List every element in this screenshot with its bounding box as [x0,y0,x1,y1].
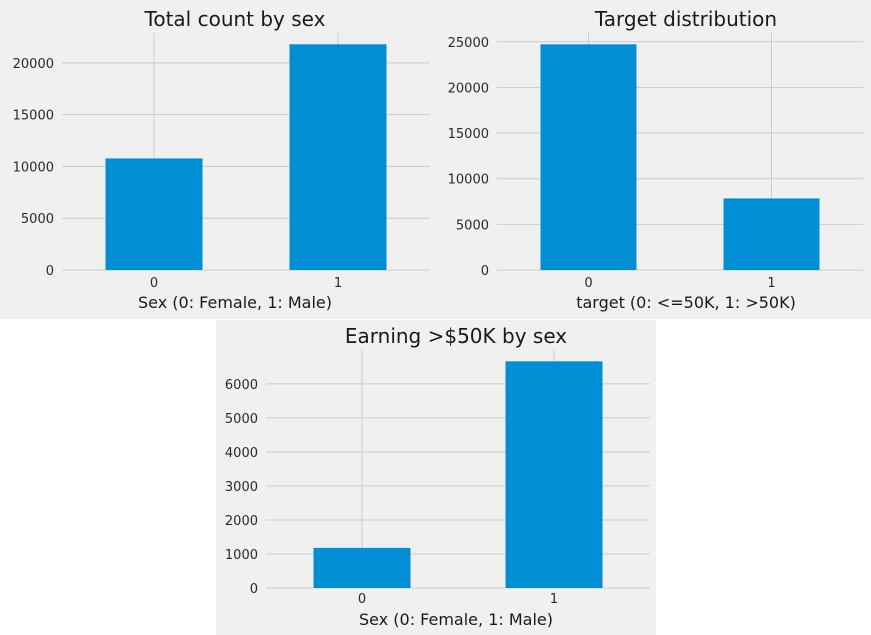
y-tick-label: 20000 [13,57,54,72]
bar-0 [105,158,203,270]
x-axis-label: Sex (0: Female, 1: Male) [138,293,332,312]
y-tick-label: 5000 [21,212,54,227]
y-tick-label: 10000 [448,173,489,188]
y-tick-label: 4000 [225,446,258,461]
y-tick-label: 25000 [448,36,489,51]
chart-title: Total count by sex [144,7,326,31]
x-tick-label: 1 [334,276,342,291]
y-tick-label: 10000 [13,160,54,175]
chart-panel-total-count-by-sex: 0 5000 10000 15000 20000 0 1 Total count by sex… [0,0,436,319]
y-tick-label: 0 [46,264,54,279]
y-tick-label: 5000 [456,218,489,233]
x-axis-label: Sex (0: Female, 1: Male) [359,610,553,629]
chart-target-distribution: 0 5000 10000 15000 20000 25000 0 1 Target distri… [448,7,863,312]
y-tick-label: 5000 [225,412,258,427]
chart-panel-earning-by-sex: 0 1000 2000 3000 4000 5000 6000 0 1 Earning >$50K… [216,320,656,635]
y-tick-label: 0 [481,264,489,279]
bar-1 [289,44,387,270]
x-tick-label: 0 [584,276,592,291]
bar-1 [723,198,820,270]
y-tick-label: 20000 [448,81,489,96]
x-tick-label: 0 [150,276,158,291]
chart-total-count-by-sex: 0 5000 10000 15000 20000 0 1 Total count by sex… [13,7,430,312]
chart-earning-by-sex: 0 1000 2000 3000 4000 5000 6000 0 1 Earning >$50K… [225,324,650,629]
bar-0 [313,547,411,588]
y-tick-label: 0 [250,582,258,597]
x-tick-label: 0 [358,592,366,607]
bar-1 [505,361,603,588]
chart-title: Earning >$50K by sex [345,324,567,348]
x-tick-label: 1 [550,592,558,607]
y-tick-label: 6000 [225,378,258,393]
x-axis-label: target (0: <=50K, 1: >50K) [576,293,796,312]
y-tick-label: 3000 [225,480,258,495]
bar-0 [540,44,637,270]
y-tick-label: 15000 [13,109,54,124]
y-tick-label: 1000 [225,548,258,563]
chart-panel-target-distribution: 0 5000 10000 15000 20000 25000 0 1 Target distri… [436,0,871,319]
y-tick-label: 2000 [225,514,258,529]
x-tick-label: 1 [767,276,775,291]
chart-title: Target distribution [594,7,777,31]
y-tick-label: 15000 [448,127,489,142]
